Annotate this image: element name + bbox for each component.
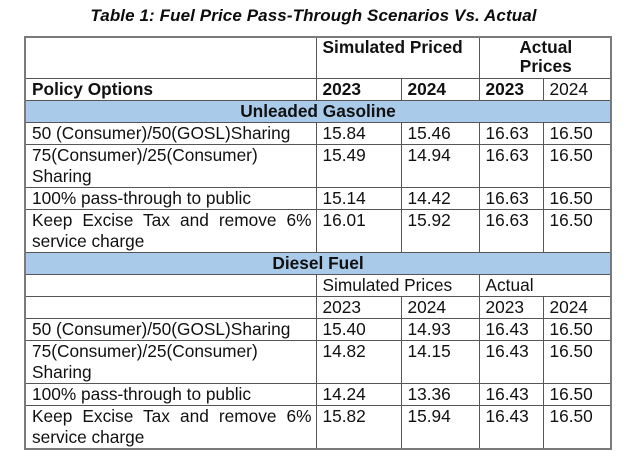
year-header: 2024 (542, 78, 612, 101)
year-header: 2023 (315, 78, 402, 101)
policy-option-label: 75(Consumer)/25(Consumer) Sharing (24, 340, 317, 384)
price-cell: 16.50 (542, 209, 612, 253)
diesel-years-row: 2023 2024 2023 2024 (24, 296, 612, 319)
price-cell: 15.92 (400, 209, 480, 253)
price-cell: 15.46 (400, 122, 480, 145)
table-row: 100% pass-through to public 15.14 14.42 … (24, 187, 612, 210)
price-cell: 16.50 (542, 187, 612, 210)
price-cell: 14.15 (400, 340, 480, 384)
policy-options-header: Policy Options (24, 78, 317, 101)
policy-option-label: 75(Consumer)/25(Consumer) Sharing (24, 144, 317, 188)
policy-option-label: 50 (Consumer)/50(GOSL)Sharing (24, 318, 317, 341)
table-row: Keep Excise Tax and remove 6% service ch… (24, 209, 612, 253)
section-banner-label: Diesel Fuel (24, 252, 612, 275)
policy-option-label: 100% pass-through to public (24, 187, 317, 210)
price-cell: 16.50 (542, 383, 612, 406)
price-cell: 16.63 (478, 122, 544, 145)
price-cell: 14.24 (315, 383, 402, 406)
policy-option-label: Keep Excise Tax and remove 6% service ch… (24, 209, 317, 253)
price-cell: 14.93 (400, 318, 480, 341)
table-row: 50 (Consumer)/50(GOSL)Sharing 15.84 15.4… (24, 122, 612, 145)
section-banner-label: Unleaded Gasoline (24, 100, 612, 123)
table-title: Table 1: Fuel Price Pass-Through Scenari… (90, 6, 537, 25)
policy-option-label: Keep Excise Tax and remove 6% service ch… (24, 405, 317, 450)
price-cell: 16.63 (478, 144, 544, 188)
price-cell: 16.50 (542, 340, 612, 384)
actual-prices-header: Actual Prices (478, 36, 612, 79)
price-cell: 16.63 (478, 209, 544, 253)
policy-option-label: 50 (Consumer)/50(GOSL)Sharing (24, 122, 317, 145)
year-header: 2023 (478, 296, 544, 319)
price-cell: 16.50 (542, 122, 612, 145)
price-cell: 16.43 (478, 318, 544, 341)
empty-cell (24, 274, 317, 297)
fuel-price-table: Simulated Priced Actual Prices Policy Op… (24, 36, 612, 450)
price-cell: 15.84 (315, 122, 402, 145)
price-cell: 16.63 (478, 187, 544, 210)
price-cell: 15.82 (315, 405, 402, 450)
header-row-groups: Simulated Priced Actual Prices (24, 36, 612, 79)
actual-subheader: Actual (478, 274, 612, 297)
price-cell: 15.94 (400, 405, 480, 450)
price-cell: 16.50 (542, 144, 612, 188)
simulated-prices-subheader: Simulated Prices (315, 274, 480, 297)
table-row: 75(Consumer)/25(Consumer) Sharing 14.82 … (24, 340, 612, 384)
section-banner-diesel: Diesel Fuel (24, 252, 612, 275)
table-row: Keep Excise Tax and remove 6% service ch… (24, 405, 612, 450)
price-cell: 15.14 (315, 187, 402, 210)
price-cell: 13.36 (400, 383, 480, 406)
price-cell: 16.50 (542, 318, 612, 341)
price-cell: 16.01 (315, 209, 402, 253)
year-header: 2024 (400, 296, 480, 319)
table-row: 75(Consumer)/25(Consumer) Sharing 15.49 … (24, 144, 612, 188)
empty-cell (24, 296, 317, 319)
price-cell: 16.43 (478, 383, 544, 406)
year-header: 2024 (400, 78, 480, 101)
price-cell: 14.94 (400, 144, 480, 188)
year-header: 2023 (478, 78, 544, 101)
table-row: 100% pass-through to public 14.24 13.36 … (24, 383, 612, 406)
price-cell: 16.43 (478, 340, 544, 384)
year-header: 2024 (542, 296, 612, 319)
table-row: 50 (Consumer)/50(GOSL)Sharing 15.40 14.9… (24, 318, 612, 341)
diesel-subheader-row: Simulated Prices Actual (24, 274, 612, 297)
actual-prices-label: Actual Prices (519, 37, 573, 76)
year-header: 2023 (315, 296, 402, 319)
header-row-years: Policy Options 2023 2024 2023 2024 (24, 78, 612, 101)
simulated-priced-header: Simulated Priced (315, 36, 480, 79)
price-cell: 15.49 (315, 144, 402, 188)
price-cell: 16.43 (478, 405, 544, 450)
price-cell: 14.82 (315, 340, 402, 384)
section-banner-unleaded: Unleaded Gasoline (24, 100, 612, 123)
price-cell: 16.50 (542, 405, 612, 450)
policy-option-label: 100% pass-through to public (24, 383, 317, 406)
empty-header-cell (24, 36, 317, 79)
price-cell: 14.42 (400, 187, 480, 210)
price-cell: 15.40 (315, 318, 402, 341)
